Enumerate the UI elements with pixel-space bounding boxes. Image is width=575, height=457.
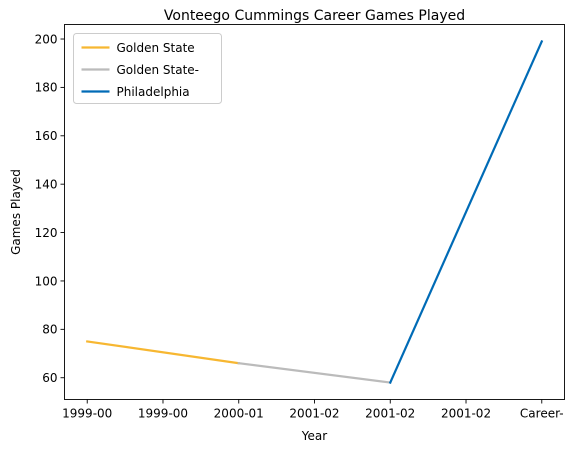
x-tick-label: 1999-00 [62, 407, 112, 421]
series-line-2 [388, 39, 544, 385]
legend-box [73, 33, 222, 104]
x-axis: 1999-00 1999-00 2000-01 2001-02 2001-02 2001-… [62, 399, 564, 421]
chart-title: Vonteego Cummings Career Games Played [164, 8, 465, 24]
y-tick-label: 180 [35, 81, 58, 95]
y-tick-label: 60 [42, 371, 57, 385]
x-tick-label: 1999-00 [138, 407, 188, 421]
legend: Golden State Golden State- Philadelphia [73, 33, 222, 104]
series-lines [85, 39, 544, 385]
y-axis-label: Games Played [9, 169, 23, 255]
y-tick-label: 200 [35, 32, 58, 46]
series-line-1 [237, 361, 392, 384]
series-line-0 [85, 340, 240, 365]
legend-label-0: Golden State [117, 41, 195, 55]
x-tick-label: 2001-02 [365, 407, 415, 421]
y-tick-label: 140 [35, 177, 58, 191]
x-axis-label: Year [301, 429, 327, 443]
legend-label-1: Golden State- [117, 63, 200, 77]
x-tick-label: 2001-02 [441, 407, 491, 421]
legend-label-2: Philadelphia [117, 85, 190, 99]
x-tick-label: 2000-01 [214, 407, 264, 421]
y-tick-label: 120 [35, 226, 58, 240]
y-tick-label: 100 [35, 274, 58, 288]
y-axis: 60 80 100 120 140 160 180 200 [35, 32, 65, 385]
x-tick-label: 2001-02 [289, 407, 339, 421]
y-tick-label: 160 [35, 129, 58, 143]
y-tick-label: 80 [42, 323, 57, 337]
x-tick-label: Career- [520, 407, 564, 421]
